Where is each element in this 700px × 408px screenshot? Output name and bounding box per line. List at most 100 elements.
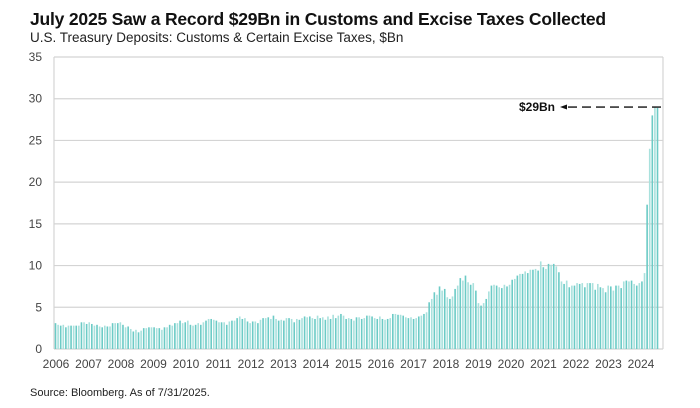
- bar: [122, 324, 124, 349]
- x-tick-label: 2016: [368, 357, 395, 371]
- bar: [109, 326, 111, 349]
- bar: [552, 263, 555, 349]
- bar: [405, 317, 407, 349]
- y-tick-label: 20: [29, 175, 43, 189]
- bar: [635, 285, 638, 349]
- bar: [508, 284, 511, 349]
- bar: [571, 285, 573, 349]
- bar: [345, 318, 347, 349]
- bar: [366, 315, 368, 349]
- bar: [80, 322, 83, 349]
- bar: [96, 324, 98, 349]
- bar: [244, 318, 246, 349]
- gridlines: [53, 56, 664, 350]
- x-tick-label: 2013: [270, 357, 297, 371]
- bar: [306, 317, 308, 349]
- bar: [620, 288, 622, 349]
- bar: [537, 270, 539, 349]
- bar: [472, 283, 475, 349]
- bar: [119, 322, 122, 349]
- bar: [607, 285, 609, 349]
- bar: [648, 148, 651, 349]
- bar: [267, 317, 270, 349]
- x-tick-label: 2018: [433, 357, 460, 371]
- bar: [116, 323, 119, 349]
- y-tick-label: 5: [35, 300, 42, 314]
- arrow-left-icon: [560, 104, 567, 110]
- annotation-label: $29Bn: [519, 100, 555, 114]
- bar: [337, 315, 340, 349]
- bar: [129, 328, 132, 349]
- y-tick-label: 35: [29, 50, 43, 64]
- bar: [591, 283, 594, 349]
- annotation: $29Bn: [519, 100, 661, 114]
- bar: [425, 312, 428, 349]
- bar: [459, 278, 462, 349]
- bar: [212, 319, 215, 349]
- chart-title: July 2025 Saw a Record $29Bn in Customs …: [30, 9, 606, 29]
- bar: [111, 323, 114, 349]
- bar: [568, 287, 571, 349]
- bar: [161, 329, 163, 349]
- bar: [547, 263, 550, 349]
- bar: [423, 313, 425, 349]
- bar: [622, 281, 625, 349]
- bar: [358, 317, 360, 349]
- bar: [389, 318, 392, 349]
- bar: [171, 325, 174, 349]
- bar: [641, 281, 643, 349]
- bar: [381, 318, 384, 349]
- bar: [262, 318, 264, 349]
- bar: [373, 318, 376, 349]
- bar: [371, 316, 373, 349]
- bar: [449, 298, 451, 349]
- bar: [67, 325, 70, 349]
- bar: [560, 281, 563, 349]
- bar: [259, 319, 262, 349]
- bar: [397, 314, 399, 349]
- bar: [586, 283, 589, 349]
- bar: [142, 328, 145, 349]
- x-tick-label: 2015: [335, 357, 362, 371]
- bar: [106, 326, 109, 349]
- bar: [153, 327, 155, 349]
- bar: [477, 303, 480, 349]
- bar: [246, 321, 249, 349]
- bar: [114, 323, 116, 349]
- bar: [145, 328, 148, 349]
- bar: [192, 325, 194, 349]
- x-tick-label: 2007: [75, 357, 102, 371]
- bar: [513, 278, 516, 349]
- bar: [485, 298, 488, 349]
- bar: [612, 290, 615, 349]
- bar: [285, 318, 288, 349]
- bar: [651, 115, 654, 350]
- bar: [599, 287, 602, 349]
- bar: [83, 322, 85, 349]
- bar: [176, 323, 179, 349]
- bar: [257, 323, 259, 349]
- bar: [516, 275, 519, 349]
- x-tick-label: 2019: [465, 357, 492, 371]
- bar: [443, 288, 446, 349]
- bar: [298, 319, 301, 349]
- bar: [576, 283, 578, 349]
- bar: [264, 318, 267, 349]
- bar: [296, 318, 298, 349]
- bar: [290, 318, 293, 349]
- bar: [135, 329, 137, 349]
- bar: [402, 315, 405, 349]
- bar: [132, 331, 135, 349]
- bar: [72, 325, 75, 349]
- bar: [360, 318, 363, 349]
- bar: [565, 280, 568, 349]
- bar: [539, 261, 542, 349]
- bar: [334, 318, 337, 349]
- bar: [272, 315, 275, 349]
- bar: [379, 316, 381, 349]
- bar: [241, 318, 244, 349]
- bar: [454, 288, 456, 349]
- bar: [168, 324, 171, 349]
- bar: [140, 330, 142, 349]
